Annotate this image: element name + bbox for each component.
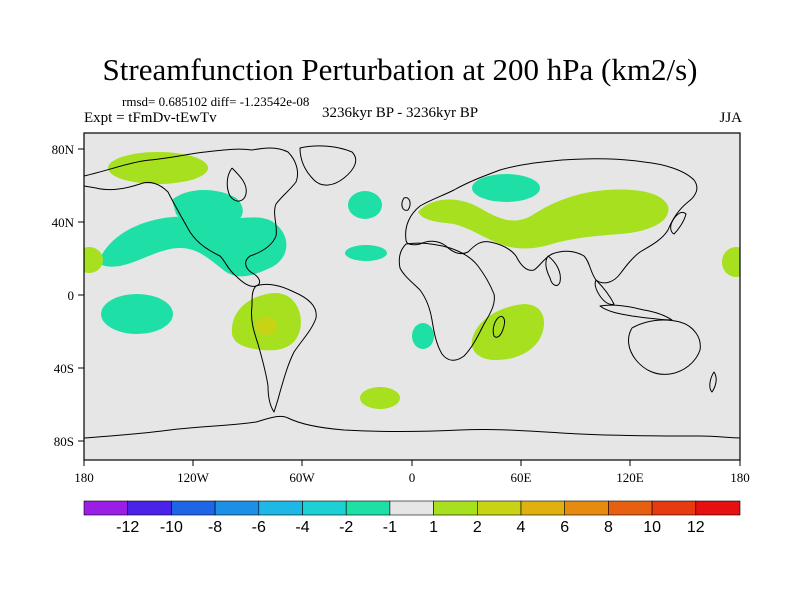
colorbar-label: 4 bbox=[517, 519, 526, 536]
lon-label: 180 bbox=[74, 470, 94, 485]
colorbar-swatch bbox=[83, 500, 129, 516]
colorbar-swatch bbox=[214, 500, 260, 516]
colorbar-swatch bbox=[345, 500, 391, 516]
coast-greenland bbox=[299, 145, 357, 186]
region-southern-ocean bbox=[360, 387, 400, 409]
axis-labels: 180 120W 60W 0 60E 120E 180 80N 40N 0 40… bbox=[52, 142, 750, 485]
region-siberia bbox=[472, 174, 540, 202]
coast-africa bbox=[398, 242, 495, 361]
colorbar-swatch bbox=[433, 500, 478, 516]
colorbar-swatch bbox=[171, 500, 216, 516]
coast-japan bbox=[670, 211, 687, 235]
stats-text: rmsd= 0.685102 diff= -1.23542e-08 bbox=[122, 94, 310, 109]
lon-label: 180 bbox=[730, 470, 750, 485]
colorbar-swatch bbox=[476, 500, 522, 516]
positive-anomaly-regions bbox=[84, 152, 740, 409]
map-background bbox=[84, 133, 740, 460]
region-eurasia-band bbox=[418, 189, 669, 249]
colorbar-label: 6 bbox=[560, 519, 569, 536]
colorbar-label: -6 bbox=[252, 519, 266, 536]
coast-hudson-bay bbox=[226, 167, 247, 202]
map-panel: 180 120W 60W 0 60E 120E 180 80N 40N 0 40… bbox=[52, 132, 750, 485]
lat-label: 40N bbox=[52, 215, 75, 230]
region-north-america bbox=[99, 216, 287, 277]
coastlines bbox=[84, 145, 740, 439]
region-indian-ocean bbox=[471, 304, 544, 360]
colorbar-label: -10 bbox=[160, 519, 183, 536]
colorbar-label: -2 bbox=[339, 519, 353, 536]
map-ticks bbox=[78, 148, 741, 466]
region-south-atlantic bbox=[412, 323, 434, 349]
lon-label: 120E bbox=[616, 470, 644, 485]
colorbar-label: 1 bbox=[429, 519, 438, 536]
coast-antarctica bbox=[84, 415, 740, 439]
colorbar-label: -12 bbox=[116, 519, 139, 536]
colorbar-label: 12 bbox=[687, 519, 705, 536]
region-east-pacific-edge bbox=[722, 247, 740, 277]
coast-southeast-asia bbox=[594, 279, 615, 305]
coast-indian-peninsula bbox=[545, 255, 561, 286]
period-label: 3236kyr BP - 3236kyr BP bbox=[322, 105, 479, 121]
lon-label: 60W bbox=[289, 470, 315, 485]
lon-label: 0 bbox=[409, 470, 416, 485]
colorbar-swatch bbox=[302, 500, 347, 516]
region-north-pacific bbox=[108, 152, 208, 184]
coast-australia bbox=[628, 319, 701, 375]
coast-madagascar bbox=[492, 315, 505, 338]
coast-new-zealand bbox=[709, 371, 717, 393]
lon-label: 60E bbox=[511, 470, 532, 485]
strong-positive-regions bbox=[255, 317, 277, 335]
colorbar-label: -4 bbox=[295, 519, 309, 536]
season-label: JJA bbox=[719, 110, 742, 126]
colorbar-swatch bbox=[258, 500, 303, 516]
colorbar-swatch bbox=[651, 500, 697, 516]
region-west-pacific-edge bbox=[84, 247, 103, 273]
colorbar-label: 8 bbox=[604, 519, 613, 536]
colorbar-swatch bbox=[127, 500, 172, 516]
lat-label: 80N bbox=[52, 142, 75, 157]
lat-label: 40S bbox=[54, 361, 74, 376]
region-north-atlantic bbox=[348, 191, 382, 219]
region-south-america-core bbox=[255, 317, 277, 335]
negative-anomaly-regions bbox=[99, 174, 540, 349]
region-north-america-upper bbox=[172, 190, 243, 227]
coast-north-america bbox=[84, 147, 299, 287]
experiment-label: Expt = tFmDv-tEwTv bbox=[84, 110, 217, 126]
coast-eurasia bbox=[405, 158, 698, 284]
region-east-pacific bbox=[101, 294, 173, 334]
lat-label: 0 bbox=[68, 288, 75, 303]
colorbar-labels: -12 -10 -8 -6 -4 -2 -1 1 2 4 6 8 10 12 bbox=[116, 519, 705, 536]
contour-fills bbox=[84, 145, 740, 439]
colorbar-label: -8 bbox=[208, 519, 222, 536]
plot-title: Streamfunction Perturbation at 200 hPa (… bbox=[102, 52, 698, 87]
lon-label: 120W bbox=[177, 470, 210, 485]
lat-label: 80S bbox=[54, 434, 74, 449]
colorbar-label: 10 bbox=[643, 519, 661, 536]
colorbar: -12 -10 -8 -6 -4 -2 -1 1 2 4 6 8 10 12 bbox=[83, 500, 741, 536]
colorbar-swatch bbox=[389, 500, 434, 516]
coast-british-isles bbox=[401, 197, 411, 211]
colorbar-swatch bbox=[695, 500, 741, 516]
colorbar-label: -1 bbox=[383, 519, 397, 536]
colorbar-label: 2 bbox=[473, 519, 482, 536]
colorbar-swatch bbox=[564, 500, 609, 516]
colorbar-swatch bbox=[520, 500, 566, 516]
region-atlantic-small bbox=[345, 245, 387, 261]
coast-south-america bbox=[251, 283, 317, 413]
colorbar-swatch bbox=[608, 500, 653, 516]
